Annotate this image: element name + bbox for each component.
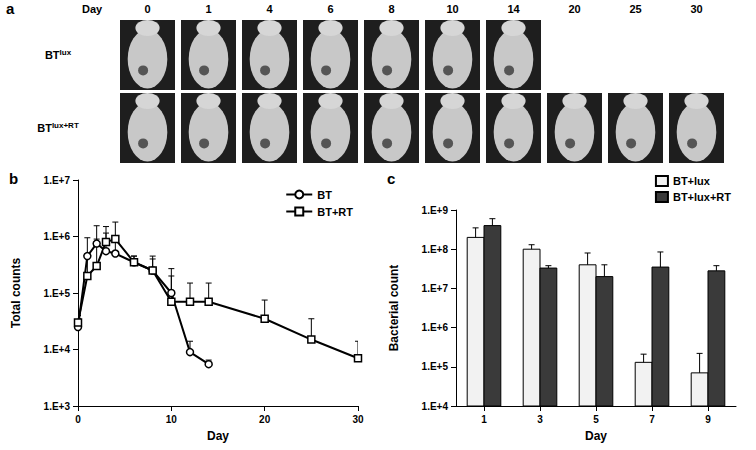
svg-text:3: 3	[537, 414, 543, 425]
svg-text:Total counts: Total counts	[9, 257, 23, 328]
svg-text:30: 30	[352, 414, 364, 425]
svg-text:5: 5	[593, 414, 599, 425]
svg-text:1.E+4: 1.E+4	[422, 401, 449, 412]
svg-text:Day: Day	[585, 429, 607, 443]
svg-text:Bacterial count: Bacterial count	[387, 265, 401, 352]
svg-text:6: 6	[327, 3, 333, 15]
svg-text:Day: Day	[207, 429, 229, 443]
svg-text:1.E+5: 1.E+5	[422, 361, 449, 372]
svg-text:a: a	[6, 0, 15, 17]
svg-text:1.E+7: 1.E+7	[422, 283, 449, 294]
svg-text:9: 9	[705, 414, 711, 425]
svg-text:30: 30	[690, 3, 702, 15]
svg-text:b: b	[9, 170, 18, 187]
svg-text:14: 14	[507, 3, 520, 15]
svg-text:20: 20	[259, 414, 271, 425]
svg-text:1: 1	[205, 3, 211, 15]
svg-text:10: 10	[446, 3, 458, 15]
svg-text:BT+lux+RT: BT+lux+RT	[673, 191, 731, 203]
svg-text:7: 7	[649, 414, 655, 425]
svg-text:0: 0	[144, 3, 150, 15]
svg-text:1.E+6: 1.E+6	[422, 322, 449, 333]
svg-text:Day: Day	[82, 3, 103, 15]
svg-text:1.E+7: 1.E+7	[44, 175, 71, 186]
svg-text:4: 4	[266, 3, 273, 15]
svg-text:20: 20	[568, 3, 580, 15]
svg-text:1.E+4: 1.E+4	[44, 344, 71, 355]
svg-text:0: 0	[75, 414, 81, 425]
svg-text:BT: BT	[317, 189, 332, 201]
svg-text:1.E+3: 1.E+3	[44, 401, 71, 412]
svg-text:1: 1	[481, 414, 487, 425]
svg-text:BTlux+RT: BTlux+RT	[37, 121, 79, 135]
svg-text:c: c	[387, 170, 395, 187]
svg-text:1.E+6: 1.E+6	[44, 231, 71, 242]
svg-text:BTlux: BTlux	[45, 48, 72, 62]
svg-text:10: 10	[166, 414, 178, 425]
svg-text:1.E+8: 1.E+8	[422, 244, 449, 255]
svg-text:1.E+5: 1.E+5	[44, 288, 71, 299]
svg-text:8: 8	[388, 3, 394, 15]
svg-text:BT+RT: BT+RT	[317, 206, 353, 218]
svg-text:1.E+9: 1.E+9	[422, 205, 449, 216]
svg-text:25: 25	[629, 3, 641, 15]
svg-text:BT+lux: BT+lux	[673, 175, 711, 187]
